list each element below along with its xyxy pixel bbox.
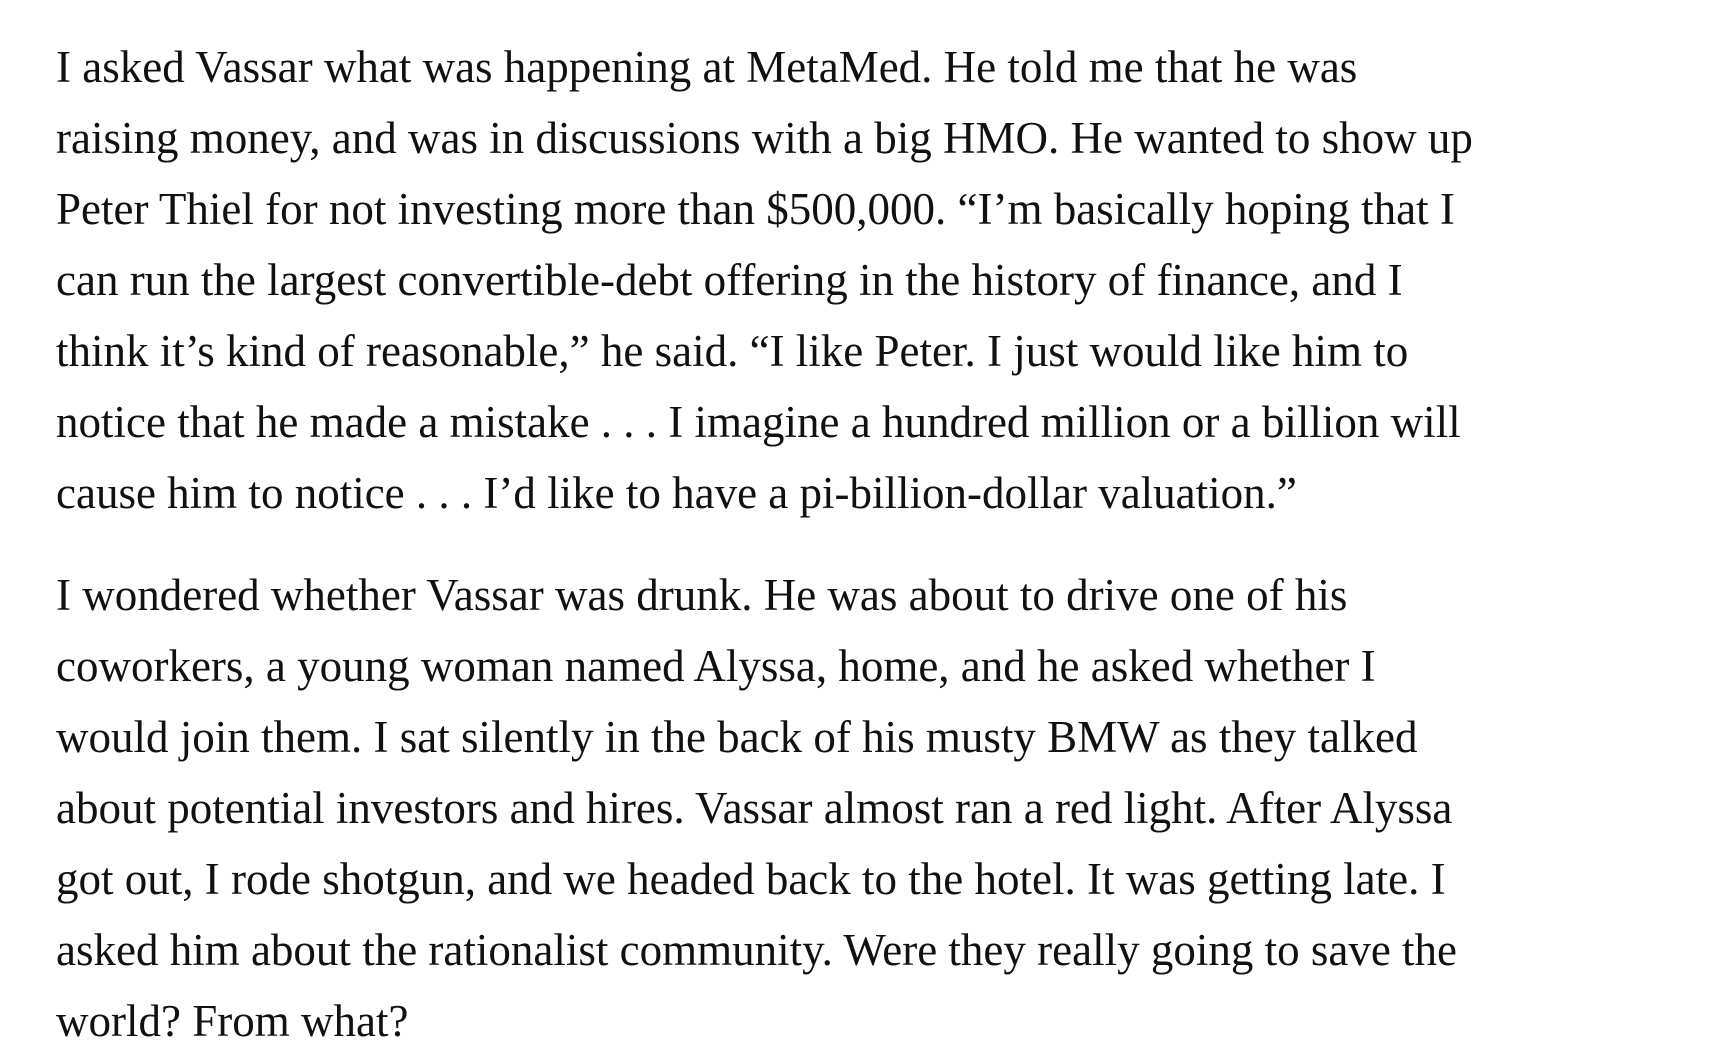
paragraph-1: I asked Vassar what was happening at Met… xyxy=(56,32,1473,529)
paragraph-line: raising money, and was in discussions wi… xyxy=(56,113,1473,163)
paragraph-2: I wondered whether Vassar was drunk. He … xyxy=(56,560,1457,1057)
paragraph-line: about potential investors and hires. Vas… xyxy=(56,783,1453,833)
paragraph-line: think it’s kind of reasonable,” he said.… xyxy=(56,326,1409,376)
paragraph-line: can run the largest convertible-debt off… xyxy=(56,255,1403,305)
paragraph-line: would join them. I sat silently in the b… xyxy=(56,712,1418,762)
paragraph-line: world? From what? xyxy=(56,996,409,1046)
paragraph-line: asked him about the rationalist communit… xyxy=(56,925,1458,975)
paragraph-line: I wondered whether Vassar was drunk. He … xyxy=(56,570,1348,620)
paragraph-line: coworkers, a young woman named Alyssa, h… xyxy=(56,641,1376,691)
paragraph-line: I asked Vassar what was happening at Met… xyxy=(56,42,1358,92)
paragraph-line: cause him to notice . . . I’d like to ha… xyxy=(56,468,1297,518)
paragraph-line: got out, I rode shotgun, and we headed b… xyxy=(56,854,1446,904)
paragraph-line: notice that he made a mistake . . . I im… xyxy=(56,397,1461,447)
paragraph-line: Peter Thiel for not investing more than … xyxy=(56,184,1455,234)
